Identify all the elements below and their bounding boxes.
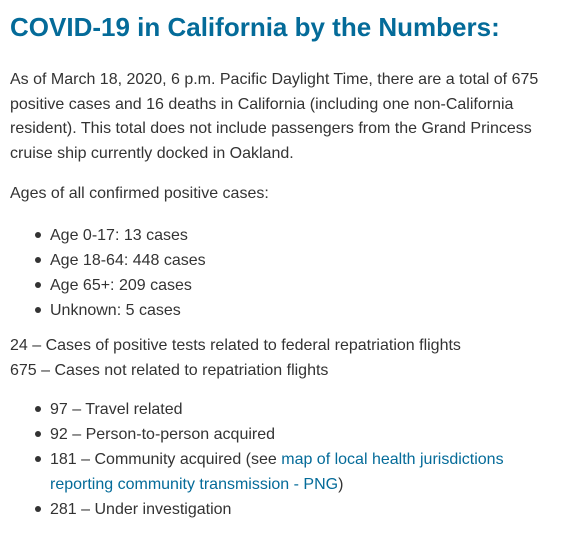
travel-related-item: 97 – Travel related bbox=[50, 400, 183, 418]
under-investigation-item: 281 – Under investigation bbox=[50, 500, 232, 518]
list-item: Unknown: 5 cases bbox=[35, 298, 568, 323]
list-item: 281 – Under investigation bbox=[35, 497, 568, 522]
age-group-unknown: Unknown: 5 cases bbox=[50, 301, 181, 319]
age-group-0-17: Age 0-17: 13 cases bbox=[50, 226, 188, 244]
community-acquired-suffix: ) bbox=[338, 475, 344, 493]
community-transmission-map-link[interactable]: map of local health jurisdictions report… bbox=[50, 450, 504, 493]
list-item: Age 0-17: 13 cases bbox=[35, 223, 568, 248]
list-item: 97 – Travel related bbox=[35, 397, 568, 422]
bullet-icon bbox=[35, 456, 41, 462]
person-to-person-item: 92 – Person-to-person acquired bbox=[50, 425, 276, 443]
bullet-icon bbox=[35, 282, 41, 288]
age-group-18-64: Age 18-64: 448 cases bbox=[50, 251, 206, 269]
non-repatriation-line: 675 – Cases not related to repatriation … bbox=[10, 361, 329, 379]
bullet-icon bbox=[35, 232, 41, 238]
list-item: Age 18-64: 448 cases bbox=[35, 248, 568, 273]
list-item: 181 – Community acquired (see map of loc… bbox=[35, 447, 568, 497]
ages-list: Age 0-17: 13 cases Age 18-64: 448 cases … bbox=[10, 223, 568, 323]
community-acquired-prefix: 181 – Community acquired (see bbox=[50, 450, 282, 468]
bullet-icon bbox=[35, 257, 41, 263]
intro-paragraph: As of March 18, 2020, 6 p.m. Pacific Day… bbox=[10, 71, 539, 162]
bullet-icon bbox=[35, 506, 41, 512]
list-item: Age 65+: 209 cases bbox=[35, 273, 568, 298]
list-item: 92 – Person-to-person acquired bbox=[35, 422, 568, 447]
bullet-icon bbox=[35, 406, 41, 412]
repatriation-related-line: 24 – Cases of positive tests related to … bbox=[10, 336, 461, 354]
bullet-icon bbox=[35, 431, 41, 437]
age-group-65-plus: Age 65+: 209 cases bbox=[50, 276, 192, 294]
transmission-list: 97 – Travel related 92 – Person-to-perso… bbox=[10, 397, 568, 522]
bullet-icon bbox=[35, 307, 41, 313]
page-title: COVID-19 in California by the Numbers: bbox=[10, 12, 500, 42]
ages-label: Ages of all confirmed positive cases: bbox=[10, 185, 269, 202]
repatriation-summary: 24 – Cases of positive tests related to … bbox=[10, 333, 568, 383]
